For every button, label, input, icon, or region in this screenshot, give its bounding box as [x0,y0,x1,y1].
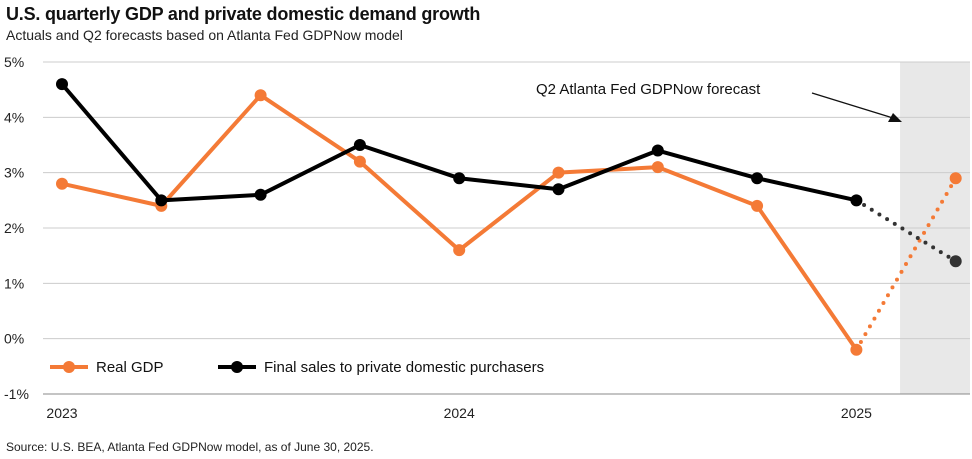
legend-label: Real GDP [96,359,164,376]
annotation-arrow-head [888,113,902,122]
data-point [254,89,267,102]
forecast-line [854,198,958,264]
data-point [651,144,664,157]
data-point [56,78,68,91]
data-point [453,172,466,185]
data-point [751,199,764,212]
y-tick-label: 0% [4,331,24,347]
series-line [60,93,859,352]
data-point [453,244,466,257]
y-tick-label: 1% [4,275,24,291]
forecast-point [949,255,962,268]
x-tick-label: 2024 [444,405,475,421]
data-point [850,194,863,207]
forecast-point [949,172,962,185]
line-chart: 5% 4% 3% 2% 1% 0% -1% 2023 2024 2025 Real GDP Fin… [4,54,970,421]
data-point [353,139,366,151]
data-point [254,188,267,201]
x-tick-label: 2025 [841,405,872,421]
data-point [651,161,664,174]
legend-swatch-marker [231,361,243,373]
data-point [850,343,863,356]
data-point [552,166,565,179]
chart-subtitle: Actuals and Q2 forecasts based on Atlant… [6,27,403,43]
data-point [353,155,366,168]
data-point [56,177,68,190]
data-point [751,172,764,185]
annotation-arrow-line [811,92,894,119]
annotation-text: Q2 Atlanta Fed GDPNow forecast [536,81,761,98]
y-tick-label: -1% [4,386,29,402]
y-tick-label: 3% [4,165,24,181]
legend-swatch-marker [63,361,75,373]
y-tick-label: 4% [4,109,24,125]
data-point [155,194,168,207]
x-tick-label: 2023 [46,405,77,421]
chart-title: U.S. quarterly GDP and private domestic … [6,4,481,24]
y-tick-label: 2% [4,220,24,236]
forecast-line [854,176,958,352]
y-tick-label: 5% [4,54,24,70]
legend-label: Final sales to private domestic purchase… [264,359,544,376]
source-note: Source: U.S. BEA, Atlanta Fed GDPNow mod… [6,440,374,454]
data-point [552,183,565,196]
